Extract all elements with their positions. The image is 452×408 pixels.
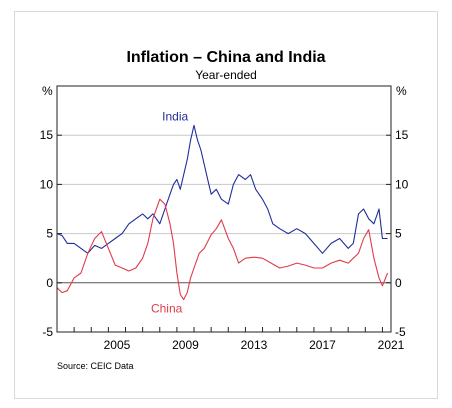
chart-figure: Inflation – China and India Year-ended %… xyxy=(14,11,438,399)
labels-layer: -5 -5 0 0 5 5 10 10 15 15 2005 2009 2013 2017 2021 Indi… xyxy=(40,109,409,352)
y-tick-label-right: 10 xyxy=(395,177,409,191)
y-tick-label-left: 15 xyxy=(40,128,54,142)
y-tick-label-left: 0 xyxy=(46,276,53,290)
series-line-china xyxy=(56,198,389,301)
ticks-layer xyxy=(56,134,391,333)
x-tick-label: 2009 xyxy=(172,338,199,352)
gridlines xyxy=(57,134,391,333)
plot-frame xyxy=(56,85,392,333)
chart-title: Inflation – China and India xyxy=(126,49,325,66)
x-tick-label: 2021 xyxy=(378,338,405,352)
chart-subtitle: Year-ended xyxy=(195,68,257,82)
y-tick-label-left: 5 xyxy=(46,227,53,241)
x-tick-label: 2013 xyxy=(241,338,268,352)
x-tick-label: 2017 xyxy=(309,338,336,352)
left-axis-unit: % xyxy=(42,84,53,98)
series-annotation-india: India xyxy=(162,109,188,123)
series-layer xyxy=(56,124,389,301)
y-tick-label-right: 0 xyxy=(395,276,402,290)
source-note: Source: CEIC Data xyxy=(57,361,134,371)
y-tick-label-right: -5 xyxy=(395,325,406,339)
right-axis-unit: % xyxy=(396,84,407,98)
series-annotation-china: China xyxy=(151,301,183,315)
inflation-line-chart: Inflation – China and India Year-ended %… xyxy=(40,49,409,371)
y-tick-label-right: 5 xyxy=(395,227,402,241)
x-tick-label: 2005 xyxy=(104,338,131,352)
y-tick-label-left: 10 xyxy=(40,177,54,191)
series-line-india xyxy=(56,124,388,254)
y-tick-label-left: -5 xyxy=(42,325,53,339)
y-tick-label-right: 15 xyxy=(395,128,409,142)
